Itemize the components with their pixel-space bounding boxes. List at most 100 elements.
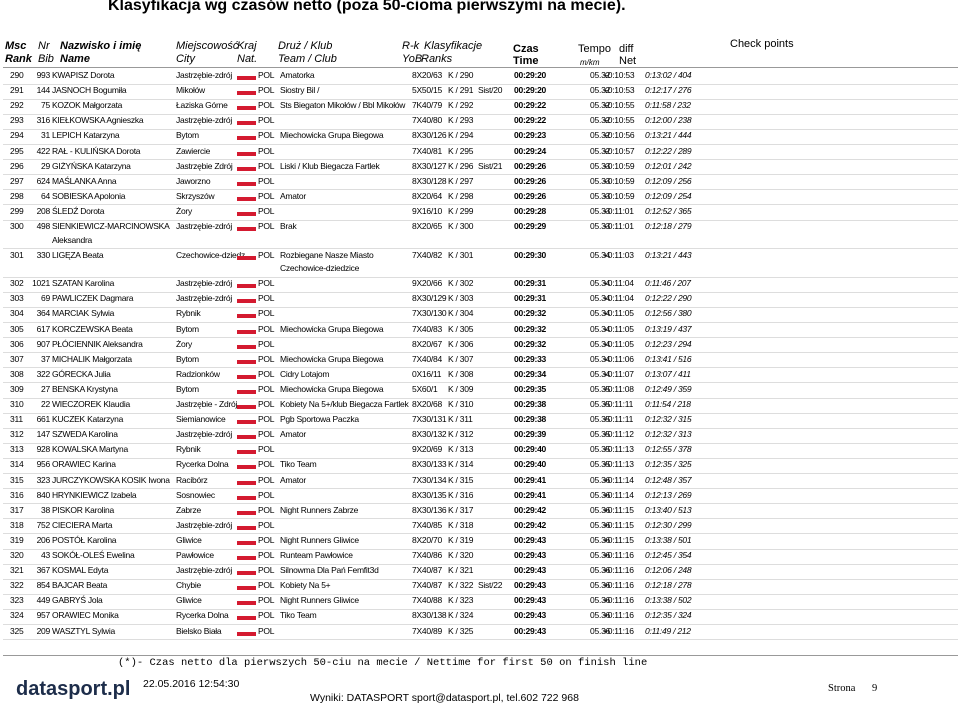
cell-yob: 7X40/85 xyxy=(412,519,442,530)
cell-cls: K / 295 xyxy=(448,145,474,156)
cell-yob: 7X40/87 xyxy=(412,565,442,576)
cell-net: 0:13:38 / 501 xyxy=(645,534,692,545)
flag xyxy=(237,616,256,621)
cell-nat: POL xyxy=(258,474,275,485)
cell-cls: K / 294 xyxy=(448,130,474,141)
cell-name: PAWLICZEK Dagmara xyxy=(52,293,134,304)
cell-time: 00:29:26 xyxy=(514,175,547,186)
cell-cls: K / 319 xyxy=(448,534,474,545)
row-rule xyxy=(3,488,958,490)
flag xyxy=(237,255,256,260)
cell-name: KUCZEK Katarzyna xyxy=(52,414,124,425)
header: Nazwisko i imię xyxy=(60,40,142,52)
cell-club: Night Runners Gliwice xyxy=(280,534,359,545)
cell-yob: 8X30/133 xyxy=(412,459,447,470)
cell-nr: 752 xyxy=(36,519,51,530)
cell-nr: 316 xyxy=(36,115,51,126)
cell-msc: 292 xyxy=(10,100,24,111)
row-rule xyxy=(3,548,958,550)
row-rule xyxy=(3,204,958,206)
cell-nat: POL xyxy=(258,444,275,455)
page-number: 9 xyxy=(872,683,878,694)
cell-tempo: 05.33 xyxy=(590,160,611,171)
title: Klasyfikacja wg czasów netto (poza 50-ci… xyxy=(108,0,626,14)
cell-cls: K / 307 xyxy=(448,353,474,364)
cell-name: MAŚLANKA Anna xyxy=(52,175,117,186)
cell-msc: 312 xyxy=(10,429,24,440)
cell-cls: K / 314 xyxy=(448,459,474,470)
cell-club: Miechowicka Grupa Biegowa xyxy=(280,383,384,394)
cell-city: Jastrzębie-zdrój xyxy=(176,519,232,530)
cell-nr: 907 xyxy=(36,338,51,349)
cell-yob: 7X40/87 xyxy=(412,580,442,591)
cell-tempo: 05.35 xyxy=(590,383,611,394)
cell-net: 0:12:13 / 269 xyxy=(645,489,692,500)
cell-nr: 449 xyxy=(36,595,51,606)
header: Nr xyxy=(38,40,50,52)
header: Ranks xyxy=(421,53,453,65)
cell-cls: K / 320 xyxy=(448,550,474,560)
header: Druż / Klub xyxy=(278,40,333,52)
cell-time: 00:29:39 xyxy=(514,429,547,440)
cell-nat: POL xyxy=(258,293,275,304)
flag xyxy=(237,227,256,231)
cell-nat: POL xyxy=(258,85,275,96)
cell-nr: 624 xyxy=(36,175,51,186)
cell-time: 00:29:22 xyxy=(514,100,547,111)
cell-diff: +0:10:55 xyxy=(603,100,635,111)
cell-yob: 0X16/11 xyxy=(412,368,442,379)
cell-yob: 8X20/63 xyxy=(412,70,442,80)
cell-name: KWAPISZ Dorota xyxy=(52,70,115,80)
cell-time: 00:29:33 xyxy=(514,353,547,364)
header: City xyxy=(176,53,195,65)
cell-diff: +0:11:01 xyxy=(603,205,634,216)
cell-diff: +0:11:07 xyxy=(603,368,634,379)
cell-nr: 956 xyxy=(36,459,51,470)
cell-diff: +0:11:16 xyxy=(603,595,634,606)
cell-diff: +0:10:55 xyxy=(603,115,635,126)
cell-yob: 7K40/79 xyxy=(412,100,442,111)
header: Team / Club xyxy=(278,53,337,65)
cell-diff: +0:10:59 xyxy=(603,160,635,171)
cell-tempo: 05.36 xyxy=(590,610,611,621)
cell-msc: 307 xyxy=(10,353,24,364)
cell-club: Tiko Team xyxy=(280,459,317,470)
cell-name: CIECIERA Marta xyxy=(52,519,113,530)
cell-city: Siemianowice xyxy=(176,414,226,425)
row-rule xyxy=(3,113,958,115)
cell-msc: 321 xyxy=(10,565,24,576)
cell-nr: 498 xyxy=(36,221,51,231)
cell-net: 0:12:01 / 242 xyxy=(645,160,692,171)
cell-msc: 317 xyxy=(10,504,24,515)
cell-tempo: 05.32 xyxy=(590,70,611,80)
cell-club: Silnowma Dla Pań Femfit3d xyxy=(280,565,379,576)
cell-msc: 293 xyxy=(10,115,24,126)
cell-net: 0:12:35 / 325 xyxy=(645,459,692,470)
cell-nr: 37 xyxy=(41,353,50,364)
cell-club: Pgb Sportowa Paczka xyxy=(280,414,359,425)
cell-diff: +0:11:05 xyxy=(603,323,634,334)
row-rule xyxy=(3,427,958,429)
cell-sist: Sist/20 xyxy=(478,85,503,96)
cell-nat: POL xyxy=(258,160,275,171)
cell-net: 0:12:00 / 238 xyxy=(645,115,692,126)
cell-yob: 8X30/128 xyxy=(412,175,447,186)
row-rule xyxy=(3,128,958,130)
cell-name: MARCIAK Sylwia xyxy=(52,308,115,319)
cell-nat: POL xyxy=(258,565,275,576)
cell-diff: +0:11:08 xyxy=(603,383,634,394)
cell-nr: 322 xyxy=(36,368,51,379)
cell-club: Amator xyxy=(280,429,306,440)
flag xyxy=(237,601,256,606)
cell-net: 0:13:07 / 411 xyxy=(645,368,691,379)
cell-club: Brak xyxy=(280,221,297,231)
flag xyxy=(237,374,256,379)
cell-name: BAJCAR Beata xyxy=(52,580,108,591)
cell-nr: 31 xyxy=(41,130,50,141)
cell-nat: POL xyxy=(258,338,275,349)
cell-nat: POL xyxy=(258,308,275,319)
row-rule xyxy=(3,442,958,444)
row-rule xyxy=(3,563,958,565)
cell-msc: 314 xyxy=(10,459,24,470)
cell-nat: POL xyxy=(258,70,275,80)
